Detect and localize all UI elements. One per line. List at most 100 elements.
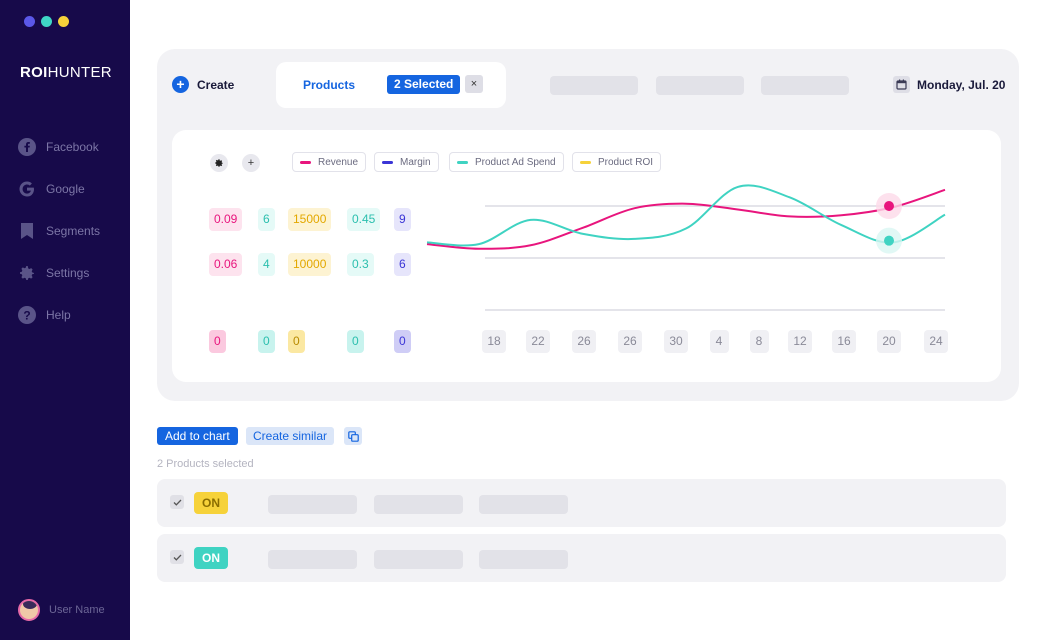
date-picker[interactable]: Monday, Jul. 20	[893, 76, 1005, 93]
series-line-revenue	[426, 188, 946, 250]
legend-item-product-ad-spend[interactable]: Product Ad Spend	[449, 152, 564, 172]
legend-item-product-roi[interactable]: Product ROI	[572, 152, 662, 172]
sidebar-item-label: Settings	[46, 266, 90, 280]
svg-text:?: ?	[23, 309, 30, 323]
chart-card: + Revenue Margin Product Ad Spend Produc…	[172, 130, 1001, 382]
legend-label: Product Ad Spend	[475, 156, 556, 168]
y-tick-roi-zero: 0	[288, 330, 305, 353]
legend-item-margin[interactable]: Margin	[374, 152, 439, 172]
x-tick-label: 8	[749, 330, 769, 353]
y-tick-roi-mid: 10000	[288, 253, 332, 276]
window-dot-maximize[interactable]	[58, 16, 69, 27]
plus-icon: +	[172, 76, 189, 93]
x-tick-label: 26	[618, 330, 642, 353]
legend-swatch	[457, 160, 468, 164]
table-row[interactable]: ON	[157, 479, 1006, 527]
highlight-point-ad-spend[interactable]	[884, 235, 894, 246]
row-checkbox[interactable]	[170, 495, 184, 509]
table-row[interactable]: ON	[157, 534, 1006, 582]
close-icon[interactable]: ×	[465, 75, 483, 93]
sidebar-item-google[interactable]: Google	[18, 168, 100, 210]
plus-icon: +	[247, 157, 255, 169]
legend-swatch	[580, 160, 591, 164]
google-icon	[18, 180, 36, 198]
copy-icon	[347, 430, 359, 442]
placeholder-bar	[479, 495, 568, 514]
legend-swatch	[382, 160, 393, 164]
tab-products[interactable]: Products	[303, 78, 356, 92]
chart-settings-button[interactable]	[210, 154, 228, 172]
y-tick-revenue-zero: 0	[209, 330, 226, 353]
series-line-product-ad-spend	[426, 184, 946, 247]
chart-add-button[interactable]: +	[242, 154, 260, 172]
sidebar-item-label: Google	[46, 182, 85, 196]
copy-button[interactable]	[344, 427, 362, 445]
create-label: Create	[197, 77, 235, 92]
y-tick-adspend2-zero: 0	[347, 330, 364, 353]
placeholder-bar	[268, 550, 357, 569]
placeholder-bar	[374, 550, 463, 569]
bookmark-icon	[18, 222, 36, 240]
selected-count-badge[interactable]: 2 Selected	[387, 75, 461, 94]
x-tick-label: 4	[709, 330, 729, 353]
facebook-icon	[18, 138, 36, 156]
add-to-chart-button[interactable]: Add to chart	[157, 427, 238, 445]
legend-item-revenue[interactable]: Revenue	[292, 152, 367, 172]
window-controls	[24, 16, 69, 27]
placeholder-bar	[479, 550, 568, 569]
placeholder-bar	[550, 76, 638, 95]
app-logo: ROIHUNTER	[20, 64, 112, 81]
sidebar-item-help[interactable]: ? Help	[18, 294, 100, 336]
user-name: User Name	[49, 604, 105, 616]
gear-icon	[18, 264, 36, 282]
sidebar: ROIHUNTER Facebook Google Segments Setti…	[0, 0, 130, 640]
x-tick-label: 18	[482, 330, 506, 353]
y-tick-margin-mid: 6	[394, 253, 411, 276]
legend-label: Revenue	[318, 156, 359, 168]
status-toggle[interactable]: ON	[194, 492, 228, 514]
x-tick-label: 16	[832, 330, 856, 353]
sidebar-nav: Facebook Google Segments Settings ? Help	[18, 126, 100, 336]
check-icon	[173, 499, 181, 506]
create-button[interactable]: + Create	[172, 76, 234, 93]
sidebar-item-settings[interactable]: Settings	[18, 252, 100, 294]
sidebar-item-label: Facebook	[46, 140, 99, 154]
sidebar-item-label: Help	[46, 308, 71, 322]
placeholder-bar	[761, 76, 849, 95]
status-toggle[interactable]: ON	[194, 547, 228, 569]
placeholder-bar	[374, 495, 463, 514]
gear-icon	[215, 159, 223, 167]
sidebar-item-label: Segments	[46, 224, 101, 238]
y-tick-revenue-mid: 0.06	[209, 253, 243, 276]
sidebar-item-facebook[interactable]: Facebook	[18, 126, 100, 168]
x-tick-label: 26	[572, 330, 596, 353]
x-tick-label: 24	[924, 330, 948, 353]
y-tick-adspend2-top: 0.45	[347, 208, 381, 231]
user-profile[interactable]: User Name	[18, 599, 105, 621]
date-label: Monday, Jul. 20	[917, 77, 1006, 92]
y-tick-adspend-top: 6	[258, 208, 275, 231]
x-tick-label: 22	[526, 330, 550, 353]
y-tick-margin-zero: 0	[394, 330, 411, 353]
legend-label: Product ROI	[598, 156, 654, 168]
highlight-point-revenue[interactable]	[884, 201, 894, 211]
window-dot-close[interactable]	[24, 16, 35, 27]
create-similar-button[interactable]: Create similar	[246, 427, 335, 445]
legend-label: Margin	[400, 156, 431, 168]
product-tab-box: Products 2 Selected ×	[276, 62, 506, 108]
help-icon: ?	[18, 306, 36, 324]
y-tick-revenue-top: 0.09	[209, 208, 243, 231]
y-tick-roi-top: 15000	[288, 208, 332, 231]
y-tick-adspend-mid: 4	[258, 253, 275, 276]
x-tick-label: 30	[664, 330, 688, 353]
row-checkbox[interactable]	[170, 550, 184, 564]
calendar-icon	[893, 76, 910, 93]
sidebar-item-segments[interactable]: Segments	[18, 210, 100, 252]
window-dot-minimize[interactable]	[41, 16, 52, 27]
y-tick-margin-top: 9	[394, 208, 411, 231]
line-chart	[426, 184, 946, 311]
legend-swatch	[300, 160, 311, 164]
avatar	[18, 599, 40, 621]
y-tick-adspend-zero: 0	[258, 330, 275, 353]
placeholder-bar	[656, 76, 744, 95]
